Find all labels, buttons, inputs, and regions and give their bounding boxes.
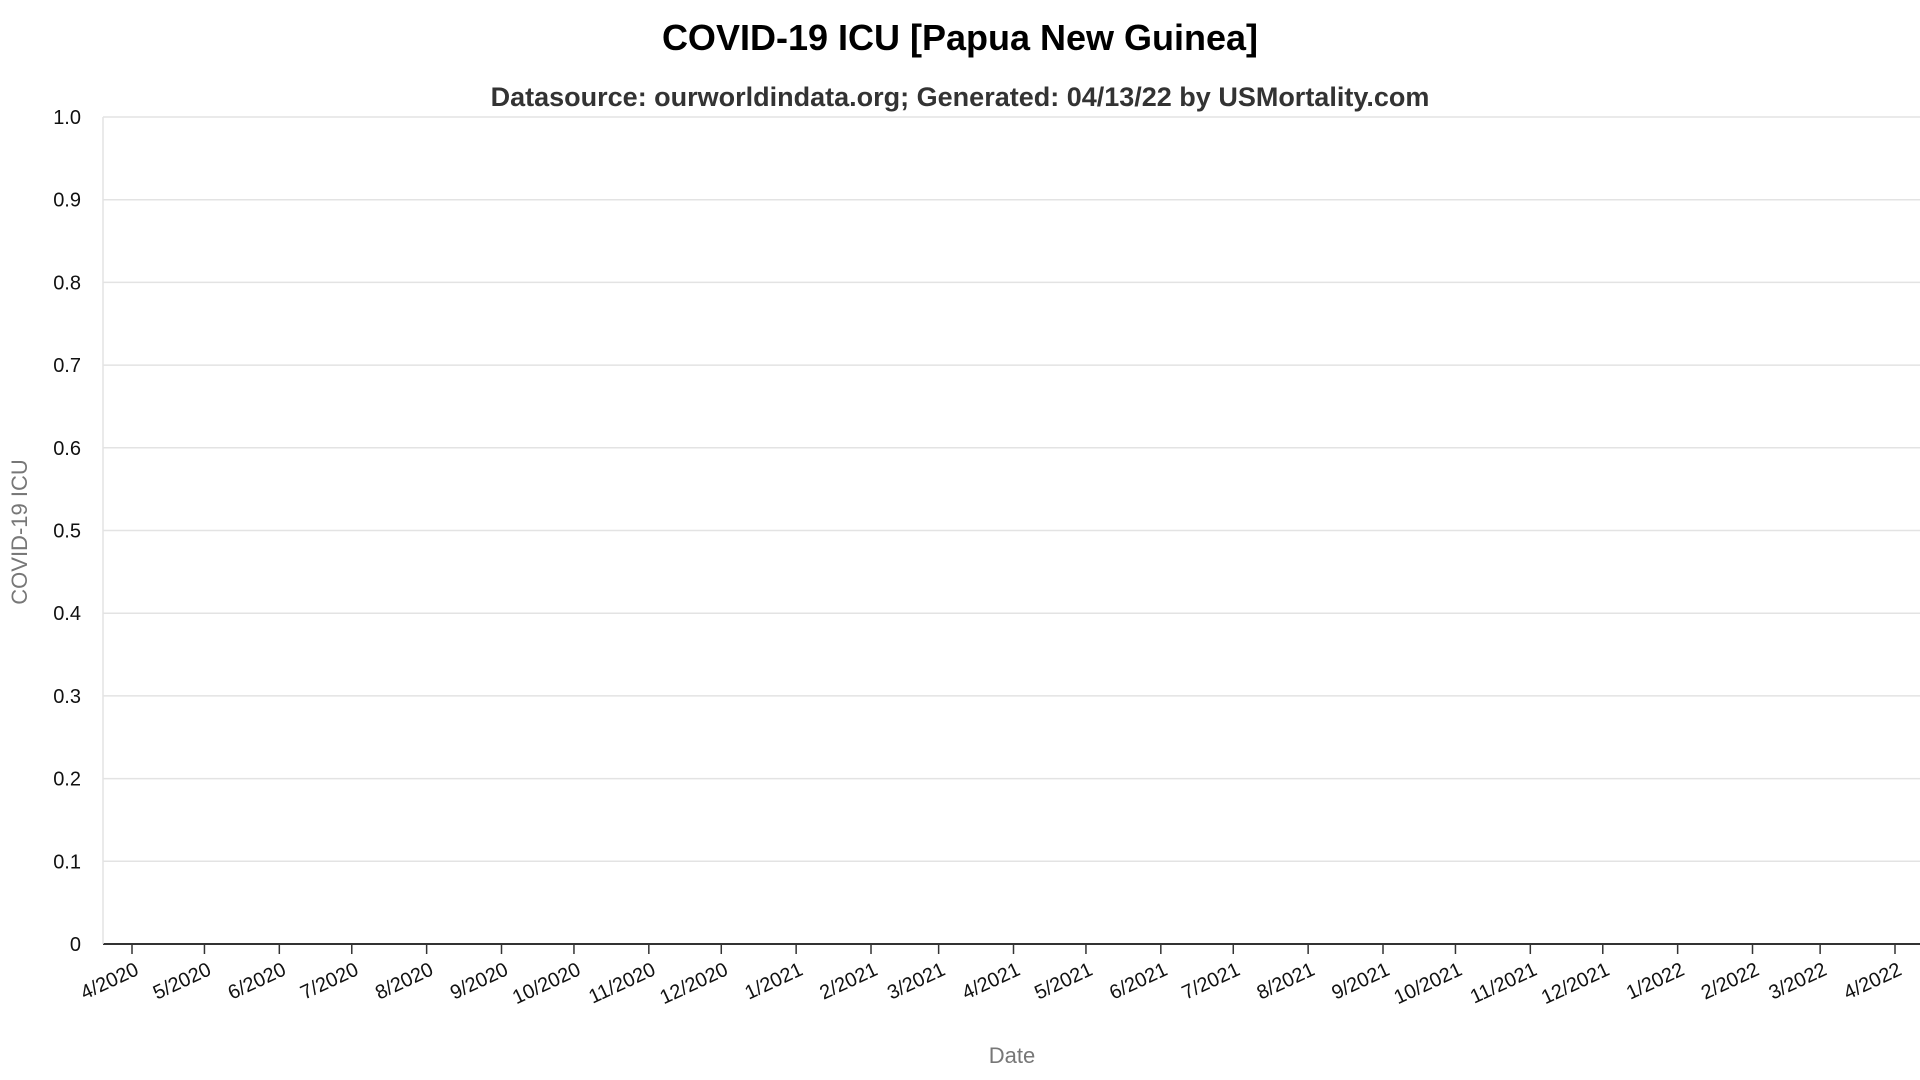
- x-tick-label: 6/2021: [1106, 959, 1171, 1005]
- gridlines: [103, 116, 1920, 863]
- x-tick-label: 5/2020: [150, 959, 215, 1005]
- x-tick-label: 12/2021: [1538, 959, 1613, 1009]
- x-tick-label: 4/2020: [77, 959, 142, 1005]
- y-tick-label: 0.9: [53, 190, 81, 212]
- x-tick-label: 9/2020: [447, 959, 512, 1005]
- y-tick-label: 0.2: [53, 769, 81, 791]
- y-tick-label: 0.5: [53, 521, 81, 543]
- x-tick-label: 4/2021: [959, 959, 1024, 1005]
- x-tick-label: 9/2021: [1328, 959, 1393, 1005]
- x-tick-label: 11/2021: [1467, 959, 1540, 1009]
- y-tick-label: 0.4: [53, 603, 81, 625]
- x-tick-label: 7/2020: [297, 959, 362, 1005]
- chart-title: COVID-19 ICU [Papua New Guinea]: [662, 17, 1258, 58]
- x-tick-label: 2/2021: [816, 959, 881, 1005]
- y-tick-label: 0.7: [53, 355, 81, 377]
- x-tick-label: 6/2020: [225, 959, 290, 1005]
- y-axis-ticks: 0 0.1 0.2 0.3 0.4 0.5 0.6 0.7 0.8 0.9 1.0: [53, 107, 81, 956]
- x-tick-label: 3/2022: [1766, 959, 1831, 1005]
- y-tick-label: 0.1: [53, 851, 81, 873]
- y-tick-label: 0.6: [53, 438, 81, 460]
- x-tick-label: 8/2020: [372, 959, 437, 1005]
- x-axis-ticks: 4/2020 5/2020 6/2020 7/2020 8/2020 9/202010/2…: [77, 944, 1905, 1009]
- y-axis-label: COVID-19 ICU: [7, 459, 32, 604]
- x-tick-label: 4/2022: [1840, 959, 1905, 1005]
- x-tick-label: 12/2020: [657, 959, 732, 1009]
- x-tick-label: 1/2021: [742, 959, 807, 1005]
- chart-subtitle: Datasource: ourworldindata.org; Generate…: [491, 82, 1430, 112]
- x-tick-label: 3/2021: [884, 959, 949, 1005]
- y-tick-label: 0.8: [53, 272, 81, 294]
- x-tick-label: 2/2022: [1698, 959, 1763, 1005]
- x-axis-label: Date: [989, 1043, 1035, 1068]
- y-tick-label: 0.3: [53, 686, 81, 708]
- y-tick-label: 0: [70, 934, 81, 956]
- x-tick-label: 8/2021: [1254, 959, 1319, 1005]
- x-tick-label: 1/2022: [1623, 959, 1688, 1005]
- x-tick-label: 5/2021: [1031, 959, 1096, 1005]
- x-tick-label: 7/2021: [1179, 959, 1244, 1005]
- x-tick-label: 10/2020: [509, 959, 584, 1009]
- y-tick-label: 1.0: [53, 107, 81, 129]
- x-tick-label: 11/2020: [585, 959, 658, 1009]
- x-tick-label: 10/2021: [1391, 959, 1466, 1009]
